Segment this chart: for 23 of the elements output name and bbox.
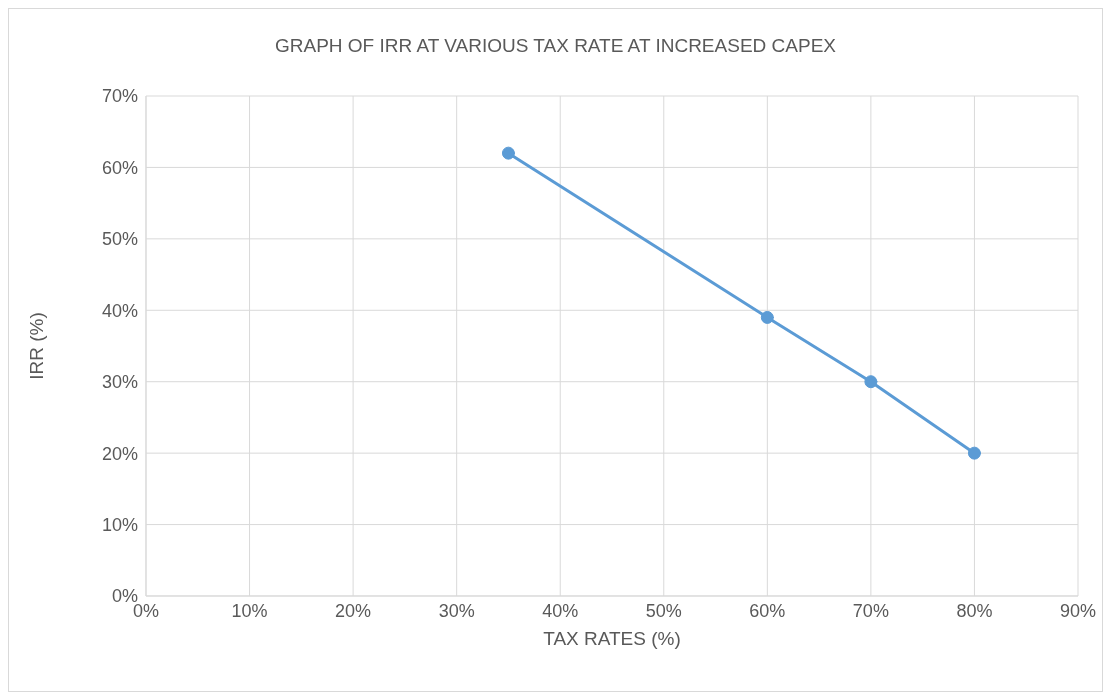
x-axis-title: TAX RATES (%) <box>543 628 681 650</box>
point <box>967 446 981 460</box>
y-tick-label: 30% <box>101 372 138 393</box>
point <box>501 146 515 160</box>
y-tick-label: 50% <box>101 229 138 250</box>
x-tick-label: 90% <box>1059 600 1097 621</box>
x-tick-label: 40% <box>542 600 579 621</box>
x-tick-label: 10% <box>231 600 268 621</box>
y-tick-label: 10% <box>101 514 138 535</box>
point <box>760 310 774 324</box>
x-tick-label: 70% <box>852 600 889 621</box>
x-tick-label: 80% <box>956 600 993 621</box>
y-tick-label: 20% <box>101 443 138 464</box>
x-tick-label: 20% <box>335 600 372 621</box>
y-tick-label: 40% <box>101 300 138 321</box>
y-tick-label: 70% <box>101 86 138 107</box>
y-axis-title: IRR (%) <box>25 312 47 380</box>
y-tick-label: 60% <box>101 157 138 178</box>
point <box>864 375 878 389</box>
chart-title: GRAPH OF IRR AT VARIOUS TAX RATE AT INCREASED CAPEX <box>274 35 837 57</box>
x-tick-label: 60% <box>749 600 786 621</box>
x-tick-label: 50% <box>645 600 682 621</box>
x-tick-label: 30% <box>438 600 475 621</box>
